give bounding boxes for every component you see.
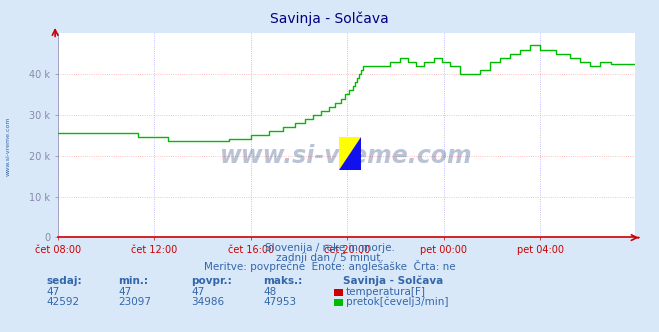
- Text: maks.:: maks.:: [264, 276, 303, 286]
- Polygon shape: [339, 137, 361, 170]
- Text: temperatura[F]: temperatura[F]: [346, 287, 426, 297]
- Text: 47: 47: [119, 287, 132, 297]
- Text: Slovenija / reke in morje.: Slovenija / reke in morje.: [264, 243, 395, 253]
- Text: Meritve: povprečne  Enote: anglešaške  Črta: ne: Meritve: povprečne Enote: anglešaške Črt…: [204, 260, 455, 272]
- Text: 47: 47: [46, 287, 59, 297]
- Polygon shape: [339, 137, 361, 170]
- Text: 42592: 42592: [46, 297, 79, 307]
- Text: 47: 47: [191, 287, 204, 297]
- Text: pretok[čevelj3/min]: pretok[čevelj3/min]: [346, 296, 449, 307]
- Text: www.si-vreme.com: www.si-vreme.com: [5, 116, 11, 176]
- Text: 34986: 34986: [191, 297, 224, 307]
- Text: min.:: min.:: [119, 276, 149, 286]
- Text: sedaj:: sedaj:: [46, 276, 82, 286]
- Text: zadnji dan / 5 minut.: zadnji dan / 5 minut.: [275, 253, 384, 263]
- Text: Savinja - Solčava: Savinja - Solčava: [343, 275, 443, 286]
- Text: 47953: 47953: [264, 297, 297, 307]
- Text: povpr.:: povpr.:: [191, 276, 232, 286]
- Text: Savinja - Solčava: Savinja - Solčava: [270, 12, 389, 26]
- Text: 48: 48: [264, 287, 277, 297]
- Text: www.si-vreme.com: www.si-vreme.com: [220, 144, 473, 168]
- Text: 23097: 23097: [119, 297, 152, 307]
